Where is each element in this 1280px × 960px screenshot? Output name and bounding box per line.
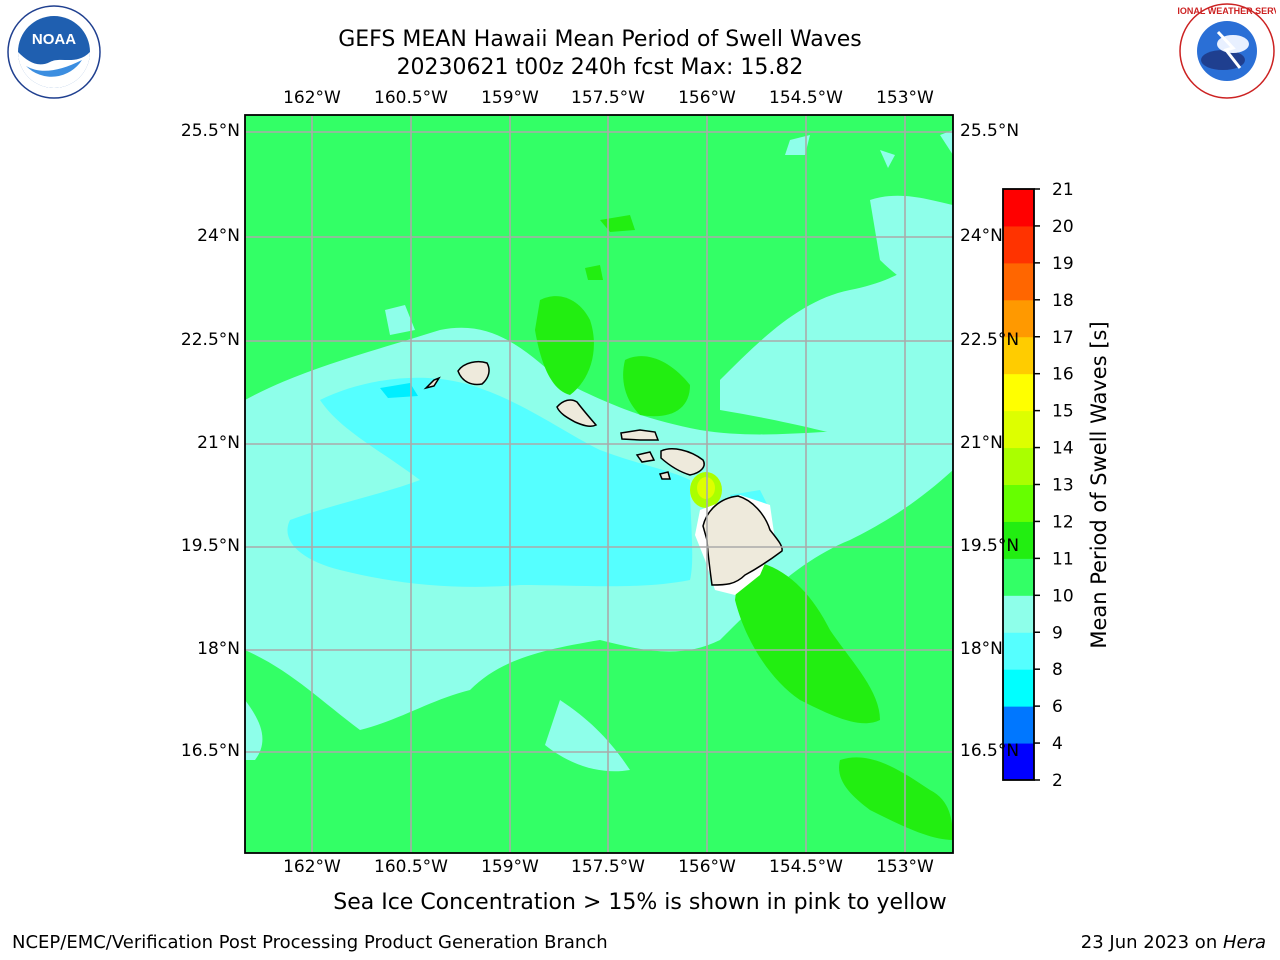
colorbar-swatch bbox=[1003, 189, 1034, 227]
lat-tick-label-left: 21°N bbox=[197, 433, 240, 453]
lon-tick-label-top: 157.5°W bbox=[571, 88, 645, 108]
colorbar-swatch bbox=[1003, 262, 1034, 301]
lat-tick-label-right: 16.5°N bbox=[960, 741, 1020, 761]
colorbar-swatch bbox=[1003, 299, 1034, 338]
colorbar-swatch bbox=[1003, 632, 1034, 670]
lat-tick-label-right: 19.5°N bbox=[960, 536, 1020, 556]
lat-tick-label-right: 25.5°N bbox=[960, 121, 1020, 141]
colorbar-swatch bbox=[1003, 706, 1034, 744]
lat-tick-label-left: 25.5°N bbox=[180, 121, 240, 141]
colorbar-tick-label: 14 bbox=[1052, 439, 1074, 459]
sea-ice-note: Sea Ice Concentration > 15% is shown in … bbox=[333, 890, 947, 915]
colorbar-tick-label: 11 bbox=[1052, 549, 1074, 569]
colorbar-swatch bbox=[1003, 595, 1034, 633]
lat-tick-label-right: 18°N bbox=[960, 639, 1003, 659]
lat-tick-label-left: 22.5°N bbox=[180, 330, 240, 350]
colorbar-tick-label: 10 bbox=[1052, 586, 1074, 606]
colorbar-swatch bbox=[1003, 484, 1034, 522]
lon-tick-label-top: 162°W bbox=[283, 88, 341, 108]
island-molokai bbox=[620, 429, 660, 441]
lon-tick-label-bottom: 162°W bbox=[283, 857, 341, 877]
colorbar-swatch bbox=[1003, 743, 1034, 781]
lon-tick-label-bottom: 154.5°W bbox=[769, 857, 843, 877]
colorbar-swatch bbox=[1003, 373, 1034, 412]
noaa-logo-text: NOAA bbox=[32, 31, 76, 48]
island-lanai bbox=[635, 451, 656, 463]
swell-period-field bbox=[245, 115, 953, 853]
colorbar-swatch bbox=[1003, 447, 1034, 485]
footer-host: Hera bbox=[1222, 932, 1266, 953]
nws-logo: NATIONAL WEATHER SERVICE bbox=[1178, 3, 1276, 99]
colorbar-tick-label: 18 bbox=[1052, 291, 1074, 311]
island-hawaii bbox=[702, 495, 783, 586]
footer-credit: NCEP/EMC/Verification Post Processing Pr… bbox=[12, 932, 608, 953]
island-kahoolawe bbox=[658, 471, 671, 480]
colorbar-ticks: 2 4 6 8 9 10 11 12 13 14 15 16 17 18 19 20 21 bbox=[1034, 180, 1074, 791]
colorbar-tick-label: 13 bbox=[1052, 476, 1074, 496]
island-niihau bbox=[423, 376, 441, 390]
island-kauai bbox=[457, 360, 490, 386]
colorbar-swatch bbox=[1003, 225, 1034, 264]
island-maui bbox=[660, 448, 705, 476]
lon-tick-label-top: 159°W bbox=[481, 88, 539, 108]
colorbar bbox=[1003, 189, 1034, 781]
islands bbox=[423, 360, 783, 586]
colorbar-tick-label: 8 bbox=[1052, 660, 1063, 680]
lon-tick-label-top: 153°W bbox=[876, 88, 934, 108]
lat-tick-label-left: 18°N bbox=[197, 639, 240, 659]
colorbar-swatch bbox=[1003, 336, 1034, 375]
lat-tick-label-left: 19.5°N bbox=[180, 536, 240, 556]
noaa-logo: NOAA bbox=[7, 5, 101, 99]
footer-date-text: 23 Jun 2023 on bbox=[1080, 932, 1223, 953]
colorbar-swatch bbox=[1003, 669, 1034, 707]
chart-subtitle: 20230621 t00z 240h fcst Max: 15.82 bbox=[396, 55, 804, 80]
colorbar-tick-label: 20 bbox=[1052, 217, 1074, 237]
island-oahu bbox=[556, 399, 598, 427]
colorbar-swatch bbox=[1003, 410, 1034, 449]
map-frame bbox=[244, 114, 954, 854]
lat-tick-label-right: 21°N bbox=[960, 433, 1003, 453]
colorbar-tick-label: 17 bbox=[1052, 328, 1074, 348]
colorbar-tick-label: 4 bbox=[1052, 734, 1063, 754]
colorbar-label: Mean Period of Swell Waves [s] bbox=[1087, 321, 1111, 648]
lon-tick-label-top: 154.5°W bbox=[769, 88, 843, 108]
lon-tick-label-bottom: 156°W bbox=[678, 857, 736, 877]
graticule bbox=[245, 115, 953, 853]
colorbar-tick-label: 9 bbox=[1052, 623, 1063, 643]
colorbar-swatch bbox=[1003, 558, 1034, 596]
lat-tick-label-right: 24°N bbox=[960, 226, 1003, 246]
lon-tick-label-bottom: 157.5°W bbox=[571, 857, 645, 877]
nws-logo-text: NATIONAL WEATHER SERVICE bbox=[1178, 6, 1276, 16]
colorbar-tick-label: 15 bbox=[1052, 402, 1074, 422]
colorbar-swatch bbox=[1003, 521, 1034, 559]
footer-date: 23 Jun 2023 on Hera bbox=[1081, 932, 1266, 953]
colorbar-tick-label: 2 bbox=[1052, 771, 1063, 791]
lat-tick-label-right: 22.5°N bbox=[960, 330, 1020, 350]
colorbar-tick-label: 19 bbox=[1052, 254, 1074, 274]
chart-title: GEFS MEAN Hawaii Mean Period of Swell Wa… bbox=[338, 27, 862, 52]
lon-tick-label-bottom: 159°W bbox=[481, 857, 539, 877]
lat-tick-label-left: 16.5°N bbox=[180, 741, 240, 761]
colorbar-tick-label: 12 bbox=[1052, 512, 1074, 532]
lon-tick-label-bottom: 153°W bbox=[876, 857, 934, 877]
colorbar-tick-label: 16 bbox=[1052, 365, 1074, 385]
lon-tick-label-top: 160.5°W bbox=[374, 88, 448, 108]
lon-tick-label-bottom: 160.5°W bbox=[374, 857, 448, 877]
colorbar-tick-label: 21 bbox=[1052, 180, 1074, 200]
colorbar-tick-label: 6 bbox=[1052, 697, 1063, 717]
lon-tick-label-top: 156°W bbox=[678, 88, 736, 108]
lat-tick-label-left: 24°N bbox=[197, 226, 240, 246]
